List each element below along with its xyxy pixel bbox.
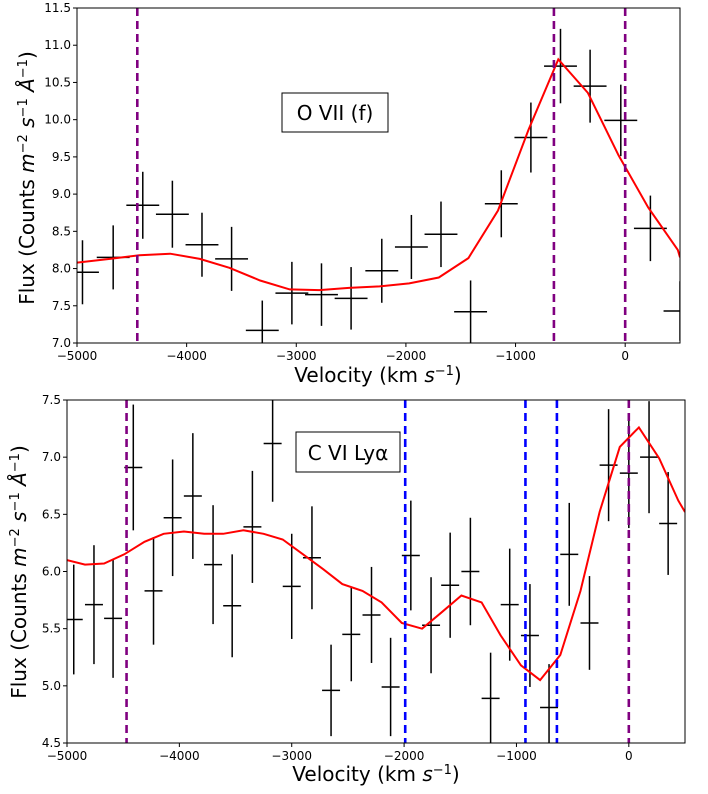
data-point <box>126 171 160 239</box>
data-point <box>544 28 577 104</box>
data-point <box>243 470 262 583</box>
data-point <box>155 180 189 248</box>
data-point <box>663 281 680 341</box>
y-axis-label: Flux (Counts m−2 s−1 Å−1) <box>7 445 31 699</box>
x-tick-label: −3000 <box>276 349 317 363</box>
y-tick-label: 11.5 <box>44 1 71 15</box>
data-point <box>560 502 579 606</box>
y-tick-label: 7.0 <box>42 450 61 464</box>
data-point <box>424 201 458 268</box>
data-point <box>282 533 301 639</box>
y-tick-label: 10.0 <box>44 113 71 127</box>
data-point <box>401 500 420 611</box>
x-tick-label: −1000 <box>496 749 537 763</box>
line-label: C VI Lyα <box>308 441 389 465</box>
data-point <box>381 637 400 737</box>
data-point <box>580 576 599 670</box>
y-axis-label: Flux (Counts m−2 s−1 Å−1) <box>15 51 39 305</box>
y-tick-label: 6.0 <box>42 565 61 579</box>
panel-top: −5000 −4000 −3000 −2000 −1000 0 7.0 7.5 8.0 8.5 9.… <box>15 1 681 387</box>
x-tick-label: −2000 <box>386 349 427 363</box>
y-tick-label: 10.5 <box>44 75 71 89</box>
y-tick-label: 11.0 <box>44 38 71 52</box>
x-tick-label: 0 <box>625 749 633 763</box>
x-tick-label: −4000 <box>159 749 200 763</box>
model-line <box>67 425 685 682</box>
x-axis-label: Velocity (km s−1) <box>294 363 461 387</box>
data-point <box>104 558 123 678</box>
x-tick-label: −4000 <box>166 349 207 363</box>
data-point <box>633 195 667 262</box>
data-point <box>640 401 659 514</box>
plot-area <box>67 400 685 743</box>
data-point <box>441 532 460 638</box>
y-tick-label: 6.5 <box>42 507 61 521</box>
data-point <box>573 49 607 123</box>
data-point <box>223 554 242 658</box>
data-point <box>362 566 381 663</box>
line-label: O VII (f) <box>297 101 374 125</box>
y-tick-label: 8.5 <box>52 224 71 238</box>
x-tick-label: −3000 <box>271 749 312 763</box>
data-point <box>481 652 500 743</box>
data-point <box>185 212 219 277</box>
data-point <box>245 300 279 343</box>
x-axis-label: Velocity (km s−1) <box>292 762 459 786</box>
data-point <box>394 214 428 279</box>
data-point <box>604 84 638 157</box>
x-tick-label: −1000 <box>495 349 536 363</box>
data-point <box>305 263 338 326</box>
data-point <box>77 240 99 305</box>
data-point <box>275 261 309 325</box>
data-point <box>215 226 249 291</box>
plot-frame <box>76 7 681 344</box>
data-point <box>144 537 163 645</box>
data-point <box>342 587 361 682</box>
line-label-box <box>281 92 389 133</box>
model-line <box>77 57 680 292</box>
data-point <box>365 238 399 303</box>
x-tick-label: 0 <box>621 349 629 363</box>
line-label-box <box>295 431 401 473</box>
data-point <box>540 664 559 743</box>
plot-area <box>77 8 680 343</box>
y-tick-label: 5.5 <box>42 622 61 636</box>
data-point <box>322 644 341 737</box>
panel-bottom: −5000 −4000 −3000 −2000 −1000 0 4.5 5.0 5.5 6.0 6.… <box>7 393 686 786</box>
data-point <box>163 459 182 577</box>
y-tick-label: 9.0 <box>52 187 71 201</box>
data-point <box>500 548 519 661</box>
data-point <box>659 472 678 575</box>
y-tick-label: 5.0 <box>42 679 61 693</box>
data-point <box>514 102 548 173</box>
y-tick-label: 7.0 <box>52 336 71 350</box>
data-point <box>67 564 83 675</box>
data-point <box>334 267 368 330</box>
y-tick-label: 7.5 <box>52 299 71 313</box>
data-point <box>520 584 539 687</box>
data-point <box>302 506 321 610</box>
y-tick-label: 9.5 <box>52 150 71 164</box>
data-point <box>204 505 223 625</box>
y-tick-label: 4.5 <box>42 736 61 750</box>
y-tick-label: 7.5 <box>42 393 61 407</box>
x-tick-label: −2000 <box>384 749 425 763</box>
x-tick-label: −5000 <box>57 349 98 363</box>
data-point <box>454 280 488 343</box>
y-tick-label: 8.0 <box>52 262 71 276</box>
data-point <box>183 433 202 559</box>
x-tick-label: −5000 <box>47 749 88 763</box>
data-point <box>263 400 282 502</box>
data-point <box>461 517 480 626</box>
